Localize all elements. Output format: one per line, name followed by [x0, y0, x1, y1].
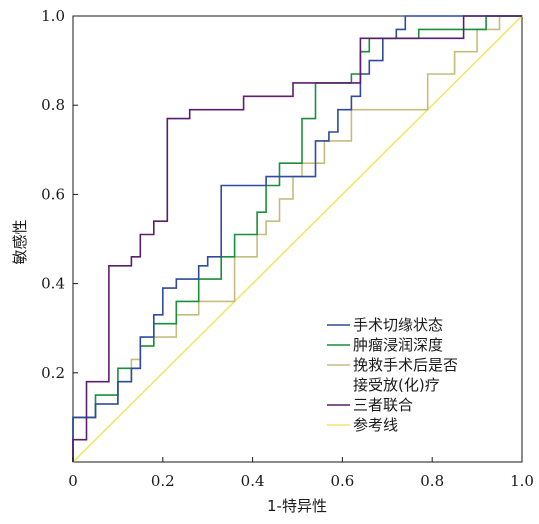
- curves-layer: [72, 15, 523, 463]
- legend-label-2: 挽救手术后是否: [353, 356, 458, 374]
- legend-label-4: 参考线: [353, 416, 398, 434]
- x-tick-label: 0.6: [330, 472, 354, 490]
- x-tick-label: 1.0: [510, 472, 534, 490]
- y-tick-label: 0.8: [41, 96, 65, 114]
- y-tick-label: 0.4: [41, 275, 65, 293]
- legend-label-0: 手术切缘状态: [353, 316, 443, 334]
- x-axis: 0 0.2 0.4 0.6 0.8 1.0: [68, 457, 534, 490]
- y-tick-label: 0.2: [41, 364, 65, 382]
- x-tick-label: 0.2: [151, 472, 175, 490]
- legend-label-2: 接受放(化)疗: [353, 376, 440, 394]
- y-axis-title: 敏感性: [11, 219, 29, 264]
- series-line-4: [72, 15, 523, 463]
- x-tick-label: 0.4: [241, 472, 265, 490]
- y-axis: 0.2 0.4 0.6 0.8 1.0: [41, 7, 78, 382]
- x-axis-title: 1-特异性: [267, 497, 327, 515]
- series-line-3: [72, 15, 522, 462]
- x-tick-label: 0: [68, 472, 78, 490]
- legend-label-1: 肿瘤浸润深度: [353, 336, 443, 354]
- legend-label-3: 三者联合: [353, 396, 413, 414]
- x-tick-label: 0.8: [420, 472, 444, 490]
- series-line-0: [72, 15, 522, 462]
- y-tick-label: 1.0: [41, 7, 65, 25]
- plot-frame: [72, 15, 523, 463]
- series-line-2: [72, 15, 522, 462]
- y-tick-label: 0.6: [41, 185, 65, 203]
